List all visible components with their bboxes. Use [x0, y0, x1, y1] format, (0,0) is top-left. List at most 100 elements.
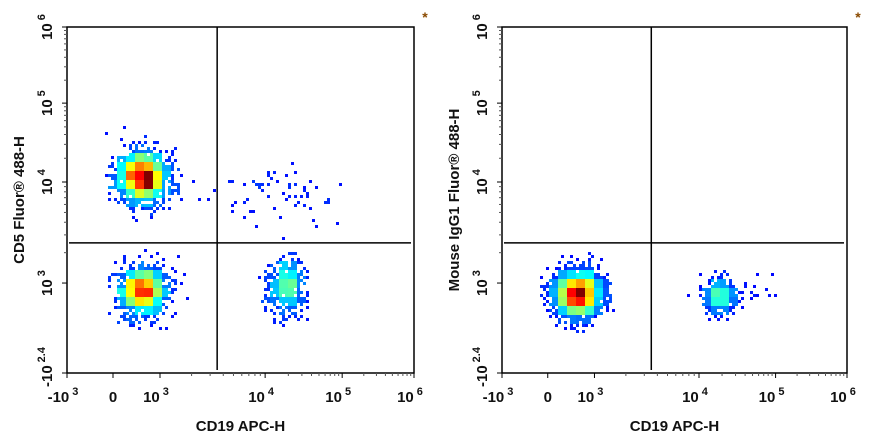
event-point [582, 282, 585, 285]
event-point [285, 285, 288, 288]
event-point [132, 156, 135, 159]
event-point [129, 282, 132, 285]
event-point [144, 312, 147, 315]
event-point [138, 180, 141, 183]
event-point [132, 216, 135, 219]
event-point [297, 318, 300, 321]
event-point [129, 174, 132, 177]
event-point [162, 186, 165, 189]
event-point [738, 300, 741, 303]
event-point [123, 177, 126, 180]
event-point [294, 291, 297, 294]
event-point [276, 279, 279, 282]
event-point [720, 294, 723, 297]
event-point [276, 294, 279, 297]
event-point [606, 309, 609, 312]
event-point [279, 297, 282, 300]
event-point [165, 306, 168, 309]
event-point [138, 192, 141, 195]
event-point [294, 276, 297, 279]
event-point [558, 294, 561, 297]
event-point [300, 303, 303, 306]
event-point [159, 189, 162, 192]
event-point [156, 303, 159, 306]
event-point [141, 144, 144, 147]
event-point [276, 291, 279, 294]
event-point [273, 303, 276, 306]
event-point [147, 303, 150, 306]
event-point [156, 168, 159, 171]
event-point [135, 291, 138, 294]
event-point [108, 279, 111, 282]
tick-base: 10 [39, 99, 56, 116]
event-point [711, 294, 714, 297]
event-point [567, 288, 570, 291]
event-point [159, 291, 162, 294]
event-point [579, 306, 582, 309]
event-point [597, 291, 600, 294]
event-point [183, 273, 186, 276]
event-point [279, 279, 282, 282]
event-point [141, 303, 144, 306]
event-point [144, 186, 147, 189]
event-point [120, 156, 123, 159]
event-point [582, 294, 585, 297]
event-point [141, 288, 144, 291]
event-point [162, 207, 165, 210]
event-point [168, 282, 171, 285]
event-point [564, 267, 567, 270]
event-point [288, 276, 291, 279]
event-point [159, 186, 162, 189]
event-point [576, 276, 579, 279]
event-point [132, 150, 135, 153]
event-point [594, 291, 597, 294]
event-point [138, 156, 141, 159]
event-point [129, 321, 132, 324]
event-point [714, 297, 717, 300]
event-point [135, 192, 138, 195]
event-point [573, 288, 576, 291]
event-point [156, 189, 159, 192]
event-point [609, 297, 612, 300]
event-point [135, 168, 138, 171]
event-point [597, 288, 600, 291]
event-point [132, 276, 135, 279]
event-point [120, 189, 123, 192]
event-point [708, 294, 711, 297]
y-tick-label: 10 3 [36, 270, 56, 296]
event-point [729, 288, 732, 291]
event-point [597, 285, 600, 288]
event-point [153, 177, 156, 180]
event-point [588, 264, 591, 267]
event-point [585, 282, 588, 285]
event-point [132, 180, 135, 183]
event-point [591, 303, 594, 306]
event-point [723, 309, 726, 312]
event-point [561, 255, 564, 258]
event-point [591, 312, 594, 315]
event-point [153, 267, 156, 270]
event-point [147, 192, 150, 195]
event-point [243, 183, 246, 186]
event-point [141, 279, 144, 282]
event-point [144, 156, 147, 159]
event-point [165, 276, 168, 279]
event-point [729, 279, 732, 282]
event-point [597, 297, 600, 300]
event-point [165, 177, 168, 180]
event-point [597, 264, 600, 267]
event-point [291, 270, 294, 273]
event-point [273, 312, 276, 315]
event-point [123, 276, 126, 279]
event-point [135, 156, 138, 159]
event-point [594, 276, 597, 279]
event-point [579, 267, 582, 270]
event-point [174, 312, 177, 315]
event-point [144, 189, 147, 192]
event-point [558, 309, 561, 312]
event-point [141, 264, 144, 267]
event-point [165, 288, 168, 291]
event-point [573, 294, 576, 297]
event-point [123, 162, 126, 165]
event-point [147, 315, 150, 318]
